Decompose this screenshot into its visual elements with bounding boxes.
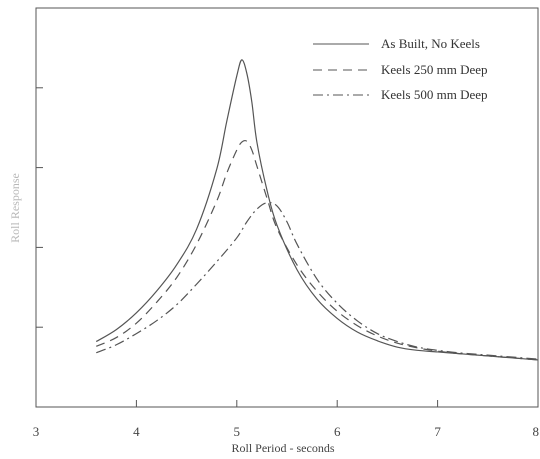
plot-frame	[35, 7, 539, 408]
x-tick-label-4: 4	[133, 424, 140, 439]
legend-label-no-keels: As Built, No Keels	[381, 36, 480, 51]
x-axis-ticks: 3 4 5 6 7 8	[33, 400, 539, 439]
x-tick-label-7: 7	[434, 424, 441, 439]
x-axis-title: Roll Period - seconds	[232, 441, 335, 455]
legend: As Built, No Keels Keels 250 mm Deep Kee…	[313, 36, 488, 102]
series-line-no-keels	[95, 59, 539, 361]
x-tick-label-5: 5	[234, 424, 241, 439]
legend-label-keels-500: Keels 500 mm Deep	[381, 87, 488, 102]
series-line-keels-250	[96, 139, 539, 361]
x-tick-label-3: 3	[33, 424, 40, 439]
x-tick-label-8: 8	[533, 424, 540, 439]
x-tick-label-6: 6	[334, 424, 341, 439]
y-axis-title: Roll Response	[8, 173, 22, 243]
series-line-keels-500	[96, 201, 539, 360]
y-axis-ticks	[36, 87, 43, 328]
series-layer	[95, 59, 539, 361]
legend-label-keels-250: Keels 250 mm Deep	[381, 62, 488, 77]
